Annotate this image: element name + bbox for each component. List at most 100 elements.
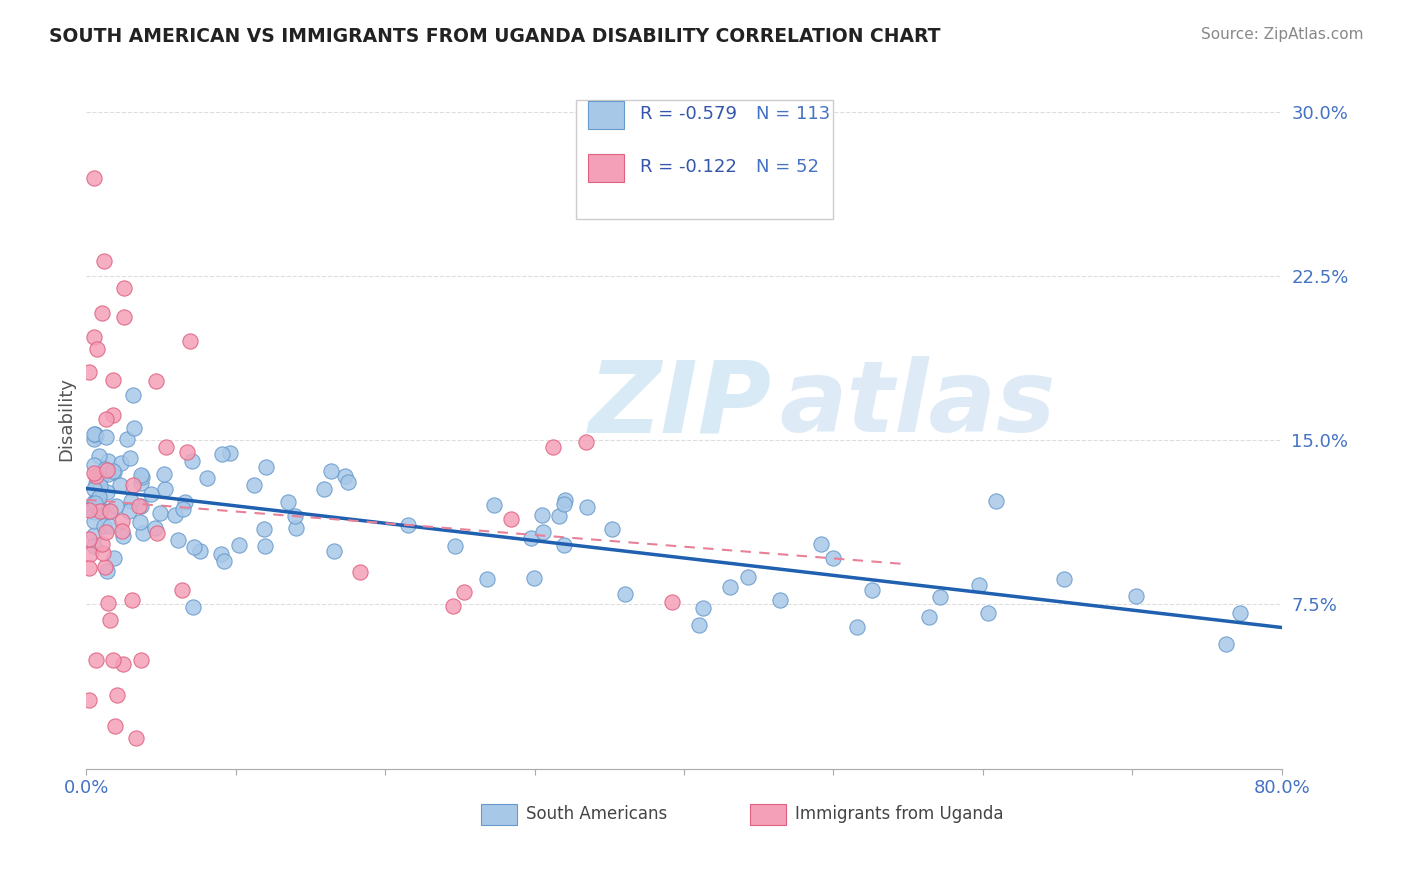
Point — [83, 458, 105, 472]
Point — [97, 596, 120, 610]
Point — [83, 528, 105, 542]
Point — [129, 467, 152, 482]
Point — [118, 504, 141, 518]
Point — [692, 600, 714, 615]
Point — [1125, 589, 1147, 603]
Point — [180, 454, 202, 468]
Point — [87, 494, 110, 508]
Point — [111, 528, 134, 542]
Point — [96, 463, 118, 477]
FancyBboxPatch shape — [588, 154, 624, 182]
Point — [98, 519, 121, 533]
Point — [97, 454, 120, 468]
Point — [319, 464, 342, 478]
Point — [211, 447, 233, 461]
Point — [335, 468, 357, 483]
Point — [153, 467, 176, 482]
Point — [153, 482, 176, 496]
Point — [121, 592, 143, 607]
FancyBboxPatch shape — [588, 102, 624, 129]
Point — [176, 445, 198, 459]
Y-axis label: Disability: Disability — [58, 376, 75, 460]
Point — [83, 505, 105, 519]
Point — [541, 441, 564, 455]
Point — [614, 587, 637, 601]
Point — [1053, 572, 1076, 586]
Point — [218, 445, 240, 459]
Point — [146, 525, 169, 540]
Point — [94, 525, 117, 540]
Point — [531, 508, 554, 523]
Point — [254, 459, 277, 474]
Point — [129, 499, 152, 513]
Point — [453, 585, 475, 599]
Point — [918, 610, 941, 624]
Point — [149, 506, 172, 520]
Point — [129, 515, 152, 529]
Point — [131, 470, 153, 484]
Point — [83, 483, 105, 497]
Point — [112, 281, 135, 295]
Point — [179, 334, 201, 349]
Text: R = -0.122: R = -0.122 — [640, 158, 737, 176]
Point — [83, 433, 105, 447]
Point — [212, 553, 235, 567]
Point — [337, 475, 360, 489]
Point — [284, 520, 307, 534]
Point — [84, 653, 107, 667]
Point — [105, 688, 128, 702]
Point — [96, 485, 118, 500]
Point — [243, 478, 266, 492]
Point — [128, 500, 150, 514]
Text: SOUTH AMERICAN VS IMMIGRANTS FROM UGANDA DISABILITY CORRELATION CHART: SOUTH AMERICAN VS IMMIGRANTS FROM UGANDA… — [49, 27, 941, 45]
Point — [576, 500, 599, 514]
Point — [277, 494, 299, 508]
Point — [122, 478, 145, 492]
Point — [183, 541, 205, 555]
Point — [86, 429, 108, 443]
Point — [553, 538, 575, 552]
Point — [125, 731, 148, 745]
Point — [860, 583, 883, 598]
Point — [120, 494, 142, 508]
Point — [83, 427, 105, 442]
Point — [443, 540, 465, 554]
Point — [112, 657, 135, 672]
Point — [90, 306, 112, 320]
FancyBboxPatch shape — [749, 804, 786, 824]
Point — [104, 500, 127, 514]
Point — [122, 387, 145, 401]
Point — [120, 450, 142, 465]
Point — [94, 430, 117, 444]
Point — [97, 467, 120, 481]
Point — [396, 518, 419, 533]
Point — [97, 504, 120, 518]
Point — [115, 433, 138, 447]
Point — [1215, 637, 1237, 651]
Point — [602, 522, 624, 536]
Point — [79, 547, 101, 561]
Point — [174, 495, 197, 509]
Point — [103, 466, 125, 480]
Point — [195, 471, 218, 485]
Text: ZIP: ZIP — [588, 356, 772, 453]
Point — [1229, 606, 1251, 620]
Point — [172, 502, 194, 516]
Point — [83, 330, 105, 344]
Point — [87, 499, 110, 513]
Point — [129, 653, 152, 667]
Text: Source: ZipAtlas.com: Source: ZipAtlas.com — [1201, 27, 1364, 42]
Point — [93, 254, 115, 268]
Point — [86, 493, 108, 508]
Point — [575, 435, 598, 450]
Point — [737, 570, 759, 584]
Point — [103, 653, 125, 667]
Text: Immigrants from Uganda: Immigrants from Uganda — [796, 805, 1004, 823]
Point — [84, 469, 107, 483]
Point — [101, 408, 124, 422]
Point — [155, 440, 177, 454]
Point — [181, 600, 204, 615]
Point — [83, 466, 105, 480]
Point — [484, 498, 506, 512]
Point — [523, 571, 546, 585]
